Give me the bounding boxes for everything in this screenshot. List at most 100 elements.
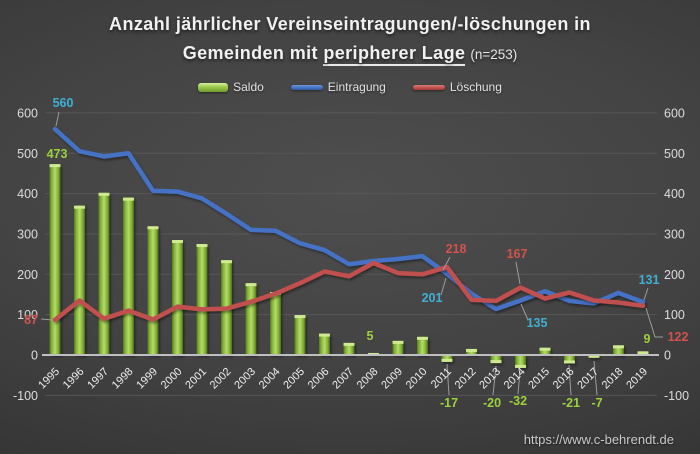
chart-legend: Saldo Eintragung Löschung (0, 80, 700, 94)
title-line-2: Gemeinden mit peripherer Lage (n=253) (0, 39, 700, 69)
data-label-löschung-2019: 122 (668, 330, 689, 344)
svg-text:500: 500 (17, 147, 38, 161)
eintragung-line (52, 126, 646, 312)
svg-text:2015: 2015 (526, 366, 552, 392)
svg-text:600: 600 (664, 106, 685, 120)
saldo-bar-2001 (196, 244, 208, 355)
saldo-bar-2000 (172, 240, 183, 355)
saldo-bar-2010 (417, 336, 428, 355)
svg-text:2014: 2014 (502, 366, 528, 392)
svg-text:2006: 2006 (306, 366, 332, 392)
saldo-bar-1999 (147, 226, 159, 355)
saldo-swatch-icon (198, 82, 229, 92)
eintragung-swatch-icon (290, 84, 323, 90)
data-label-eintragung-2011: 201 (422, 291, 443, 305)
svg-text:2008: 2008 (355, 366, 381, 392)
data-label-saldo-2013: -20 (483, 396, 501, 410)
data-label-saldo-2008: 5 (367, 329, 374, 343)
svg-text:2011: 2011 (429, 366, 454, 391)
legend-label-eintragung: Eintragung (327, 80, 386, 94)
svg-text:2004: 2004 (257, 366, 283, 392)
svg-text:400: 400 (17, 187, 38, 201)
saldo-bar-2014 (515, 355, 526, 368)
data-label-löschung-2011: 218 (446, 242, 467, 256)
saldo-bar-2004 (270, 292, 281, 355)
saldo-bar-1995 (49, 164, 61, 355)
data-label-löschung-2014: 167 (507, 247, 528, 261)
svg-text:300: 300 (664, 227, 685, 241)
data-label-eintragung-2019: 131 (639, 273, 660, 287)
annotation-leader-lines (40, 111, 663, 396)
saldo-bar-1997 (98, 192, 110, 355)
legend-item-saldo: Saldo (198, 80, 264, 94)
saldo-bar-2018 (613, 345, 624, 355)
footer-url: https://www.c-behrendt.de (523, 432, 674, 447)
svg-text:2000: 2000 (159, 366, 185, 392)
svg-text:2012: 2012 (453, 366, 479, 392)
svg-text:400: 400 (664, 187, 685, 201)
data-label-saldo-2017: -7 (591, 396, 602, 410)
svg-text:1995: 1995 (36, 366, 62, 392)
saldo-bar-2007 (343, 342, 355, 355)
saldo-bar-2016 (564, 355, 575, 364)
title-line-2-rest: Lage (416, 43, 466, 63)
data-label-saldo-2016: -21 (562, 396, 580, 410)
legend-label-saldo: Saldo (233, 80, 264, 94)
title-line-1: Anzahl jährlicher Vereinseintragungen/-l… (109, 14, 591, 34)
svg-text:2002: 2002 (208, 366, 234, 392)
svg-text:1996: 1996 (61, 366, 87, 392)
saldo-bar-1996 (74, 205, 85, 355)
data-label-eintragung-1995: 560 (53, 96, 74, 110)
x-axis-year-labels: 1995199619971998199920002001200220032004… (36, 366, 650, 392)
svg-text:200: 200 (17, 268, 38, 282)
svg-text:2010: 2010 (404, 366, 430, 392)
saldo-bar-2013 (490, 355, 502, 364)
svg-text:1999: 1999 (134, 366, 160, 392)
gridlines (45, 112, 657, 396)
sample-size-note: (n=253) (470, 47, 518, 62)
legend-label-loeschung: Löschung (449, 80, 502, 94)
svg-text:2001: 2001 (183, 366, 209, 392)
data-label-saldo-2011: -17 (440, 396, 458, 410)
svg-text:2018: 2018 (600, 366, 626, 392)
svg-text:1997: 1997 (85, 366, 111, 392)
svg-text:200: 200 (664, 268, 685, 282)
data-label-saldo-2019: 9 (644, 332, 651, 346)
svg-text:2005: 2005 (281, 366, 307, 392)
svg-text:600: 600 (17, 106, 38, 120)
saldo-bar-2006 (319, 333, 330, 355)
svg-text:-100: -100 (664, 389, 689, 403)
svg-text:2007: 2007 (330, 366, 356, 392)
loeschung-line (52, 260, 646, 323)
title-emphasis: peripherer (323, 43, 417, 63)
svg-text:500: 500 (664, 147, 685, 161)
svg-text:2017: 2017 (575, 366, 601, 392)
data-label-saldo-1995: 473 (47, 147, 68, 161)
svg-text:1998: 1998 (110, 366, 136, 392)
saldo-bar-2012 (466, 348, 477, 355)
svg-text:-100: -100 (13, 389, 38, 403)
chart-title: Anzahl jährlicher Vereinseintragungen/-l… (0, 10, 700, 69)
saldo-bar-2003 (245, 283, 257, 355)
saldo-bar-2011 (441, 355, 453, 362)
svg-text:300: 300 (17, 227, 38, 241)
y-axis-labels: 600 600 500 500 400 400 300 300 200 200 100 100 0 0 -1… (13, 106, 689, 402)
legend-item-eintragung: Eintragung (290, 80, 386, 94)
data-labels: 560 473 87 5 218 201 167 135 131 122 9 -17 -20 -32 -21… (24, 96, 688, 410)
svg-text:0: 0 (664, 349, 671, 363)
legend-item-loeschung: Löschung (412, 80, 502, 94)
svg-text:2013: 2013 (477, 366, 503, 392)
saldo-bar-2015 (539, 347, 551, 355)
svg-text:100: 100 (17, 308, 38, 322)
saldo-bar-2009 (392, 340, 404, 355)
data-label-saldo-2014: -32 (509, 394, 527, 408)
svg-text:0: 0 (31, 349, 38, 363)
svg-text:2003: 2003 (232, 366, 258, 392)
svg-text:100: 100 (664, 308, 685, 322)
svg-text:2016: 2016 (551, 366, 577, 392)
saldo-bar-2005 (294, 315, 306, 355)
loeschung-swatch-icon (412, 84, 445, 90)
data-label-eintragung-2014: 135 (527, 316, 548, 330)
